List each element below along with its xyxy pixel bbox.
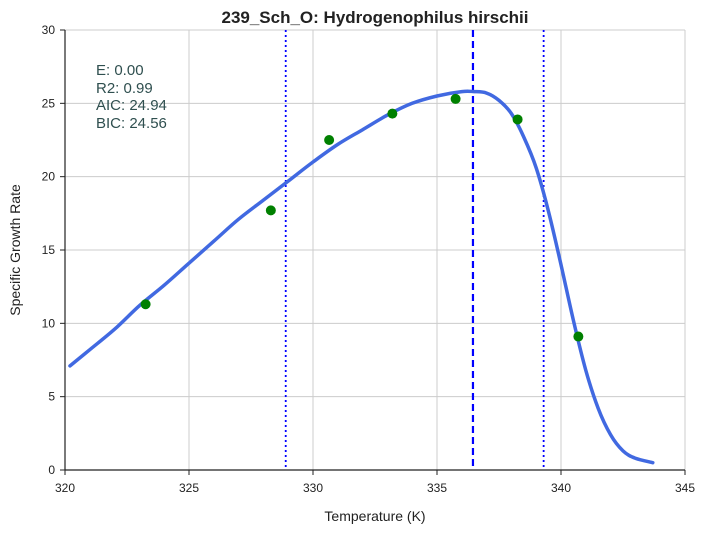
x-tick-label: 335 (427, 481, 447, 495)
x-tick-label: 330 (303, 481, 323, 495)
chart-title: 239_Sch_O: Hydrogenophilus hirschii (221, 8, 528, 27)
x-tick-label: 325 (179, 481, 199, 495)
reference-lines (284, 30, 545, 470)
observed-point (450, 93, 461, 104)
fit-curve-layer (68, 89, 655, 465)
observed-points (140, 93, 584, 342)
y-tick-label: 0 (48, 463, 55, 477)
y-tick-label: 15 (42, 243, 56, 257)
x-tick-label: 320 (55, 481, 75, 495)
stat-bic: BIC: 24.56 (96, 115, 167, 132)
y-gridlines (65, 29, 685, 398)
x-tick-label: 345 (675, 481, 695, 495)
y-tick-label: 5 (48, 390, 55, 404)
stat-e: E: 0.00 (96, 62, 144, 79)
observed-point (140, 299, 151, 310)
stats-annotation: E: 0.00 R2: 0.99 AIC: 24.94 BIC: 24.56 (96, 62, 167, 132)
x-tick-label: 340 (551, 481, 571, 495)
x-tick-labels: 320 325 330 335 340 345 (55, 470, 695, 495)
observed-point (265, 205, 276, 216)
observed-point (387, 108, 398, 119)
stat-aic: AIC: 24.94 (96, 97, 167, 114)
stat-r2: R2: 0.99 (96, 80, 153, 97)
y-axis-label: Specific Growth Rate (7, 184, 23, 316)
observed-point (324, 135, 335, 145)
y-tick-label: 10 (42, 316, 56, 330)
x-axis-label: Temperature (K) (324, 508, 425, 524)
observed-point (512, 114, 523, 125)
y-tick-label: 20 (42, 170, 56, 184)
y-tick-labels: 0 5 10 15 20 25 30 (42, 23, 65, 477)
y-tick-label: 25 (42, 96, 56, 110)
observed-point (573, 331, 584, 342)
fit-curve (68, 89, 655, 465)
y-tick-label: 30 (42, 23, 56, 37)
